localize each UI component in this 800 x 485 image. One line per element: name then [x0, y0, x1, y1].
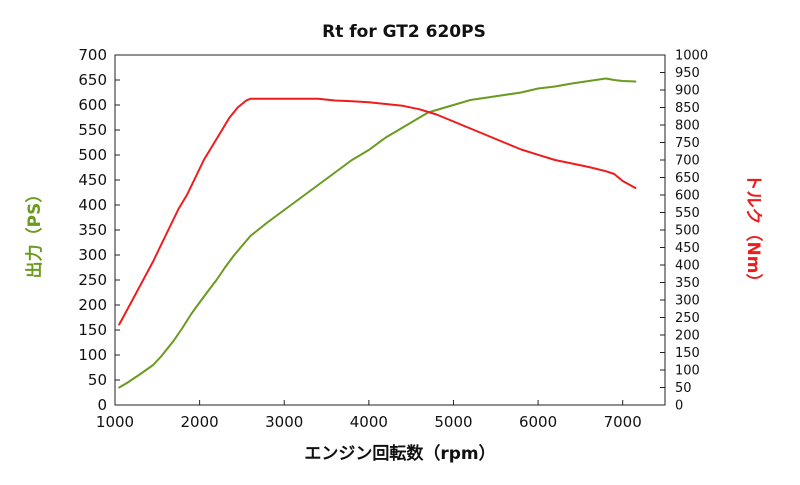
y-right-tick-label: 900 [675, 84, 700, 99]
y-left-axis-label: 出力（PS） [24, 186, 45, 279]
y-right-tick-label: 600 [675, 189, 700, 204]
x-tick-label: 1000 [96, 413, 134, 431]
y-left-tick-label: 150 [78, 321, 107, 339]
series-layer [118, 77, 637, 389]
y-right-axis-ticks: 0 50 100 150 200 250 300 350 400 450 500 550 600 650 7… [660, 49, 708, 414]
y-left-tick-label: 50 [88, 371, 107, 389]
y-left-tick-label: 350 [78, 221, 107, 239]
y-left-tick-label: 550 [78, 121, 107, 139]
x-axis-ticks: 1000 2000 3000 4000 5000 6000 7000 [96, 400, 642, 431]
y-left-tick-label: 500 [78, 146, 107, 164]
torque-line [118, 97, 637, 326]
x-axis-label: エンジン回転数（rpm） [304, 443, 495, 464]
y-left-axis-ticks: 0 50 100 150 200 250 300 350 400 450 500 550 600 650 7… [78, 46, 120, 414]
x-tick-label: 3000 [265, 413, 303, 431]
y-left-tick-label: 650 [78, 71, 107, 89]
x-tick-label: 2000 [181, 413, 219, 431]
x-tick-label: 7000 [604, 413, 642, 431]
y-right-tick-label: 1000 [675, 49, 708, 64]
y-right-tick-label: 50 [675, 381, 692, 396]
y-right-tick-label: 200 [675, 329, 700, 344]
x-tick-label: 4000 [350, 413, 388, 431]
y-right-tick-label: 850 [675, 101, 700, 116]
y-right-tick-label: 750 [675, 136, 700, 151]
power-line [118, 77, 637, 389]
y-right-tick-label: 150 [675, 346, 700, 361]
y-right-tick-label: 950 [675, 66, 700, 81]
y-right-tick-label: 450 [675, 241, 700, 256]
y-right-tick-label: 350 [675, 276, 700, 291]
y-left-tick-label: 700 [78, 46, 107, 64]
chart-title: Rt for GT2 620PS [322, 22, 486, 42]
y-right-axis-label: トルク（Nm） [743, 174, 764, 291]
y-right-tick-label: 100 [675, 364, 700, 379]
y-right-tick-label: 800 [675, 119, 700, 134]
y-left-tick-label: 200 [78, 296, 107, 314]
y-right-tick-label: 300 [675, 294, 700, 309]
y-left-tick-label: 400 [78, 196, 107, 214]
x-tick-label: 5000 [434, 413, 472, 431]
plot-border [114, 54, 666, 406]
y-left-tick-label: 250 [78, 271, 107, 289]
y-right-tick-label: 400 [675, 259, 700, 274]
y-right-tick-label: 650 [675, 171, 700, 186]
x-tick-label: 6000 [519, 413, 557, 431]
y-left-tick-label: 600 [78, 96, 107, 114]
y-left-tick-label: 100 [78, 346, 107, 364]
plot-frame [114, 54, 666, 406]
y-right-tick-label: 250 [675, 311, 700, 326]
y-left-tick-label: 450 [78, 171, 107, 189]
y-left-tick-label: 0 [97, 396, 107, 414]
y-right-tick-label: 550 [675, 206, 700, 221]
y-right-tick-label: 500 [675, 224, 700, 239]
y-left-tick-label: 300 [78, 246, 107, 264]
y-right-tick-label: 0 [675, 399, 683, 414]
y-right-tick-label: 700 [675, 154, 700, 169]
